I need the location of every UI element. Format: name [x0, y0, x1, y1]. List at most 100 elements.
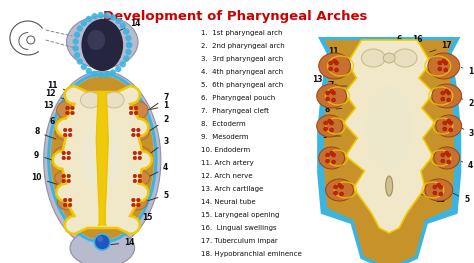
Text: 12: 12	[319, 62, 336, 70]
Text: 5: 5	[453, 193, 469, 205]
Circle shape	[68, 198, 72, 202]
Ellipse shape	[436, 115, 462, 137]
Circle shape	[335, 68, 338, 72]
Ellipse shape	[432, 84, 462, 108]
Circle shape	[137, 198, 140, 202]
Circle shape	[439, 192, 443, 196]
Ellipse shape	[82, 119, 122, 191]
Circle shape	[334, 191, 337, 195]
Ellipse shape	[57, 194, 79, 210]
Circle shape	[433, 185, 437, 189]
Circle shape	[104, 71, 110, 78]
Text: 3.  3rd pharyngeal arch: 3. 3rd pharyngeal arch	[201, 56, 283, 62]
Text: 13. Arch cartilage: 13. Arch cartilage	[201, 186, 263, 192]
Text: 8.  Ectoderm: 8. Ectoderm	[201, 121, 245, 127]
Ellipse shape	[125, 146, 151, 164]
Text: 18: 18	[332, 185, 359, 195]
Circle shape	[442, 59, 446, 63]
Text: 10: 10	[322, 159, 343, 169]
Circle shape	[335, 61, 338, 65]
Text: 6: 6	[50, 118, 82, 128]
Circle shape	[433, 191, 437, 195]
Ellipse shape	[393, 49, 417, 67]
Circle shape	[326, 91, 329, 95]
Circle shape	[109, 69, 116, 76]
Circle shape	[98, 12, 104, 18]
Circle shape	[328, 61, 333, 65]
Text: 8: 8	[34, 128, 56, 139]
Text: 4.  4th pharyngeal arch: 4. 4th pharyngeal arch	[201, 69, 283, 75]
Circle shape	[332, 160, 336, 164]
Circle shape	[133, 179, 137, 183]
Ellipse shape	[123, 123, 149, 141]
Circle shape	[64, 128, 67, 132]
Circle shape	[133, 174, 137, 178]
Ellipse shape	[55, 123, 81, 141]
Circle shape	[125, 35, 131, 41]
Text: 2: 2	[150, 115, 168, 130]
Text: 17. Tuberculum impar: 17. Tuberculum impar	[201, 238, 277, 244]
Text: 4: 4	[461, 161, 473, 170]
Text: 11. Arch artery: 11. Arch artery	[201, 160, 253, 166]
Circle shape	[138, 151, 142, 155]
Circle shape	[328, 67, 333, 71]
Text: 7: 7	[124, 94, 168, 127]
Circle shape	[447, 153, 451, 157]
Circle shape	[68, 133, 72, 137]
Circle shape	[329, 151, 334, 155]
Circle shape	[447, 119, 451, 123]
Circle shape	[339, 185, 344, 189]
Ellipse shape	[120, 100, 148, 120]
Circle shape	[119, 23, 126, 29]
Circle shape	[324, 127, 328, 131]
Text: 5: 5	[146, 190, 168, 201]
Ellipse shape	[82, 19, 123, 71]
Circle shape	[132, 203, 135, 207]
Circle shape	[91, 13, 98, 19]
Circle shape	[81, 20, 87, 26]
Circle shape	[129, 111, 133, 115]
Circle shape	[67, 174, 71, 178]
Circle shape	[66, 106, 69, 110]
Circle shape	[134, 106, 138, 110]
Circle shape	[123, 55, 129, 62]
Circle shape	[443, 127, 447, 131]
Circle shape	[138, 174, 142, 178]
Text: 15: 15	[402, 189, 446, 205]
Text: 16: 16	[400, 36, 422, 47]
Text: 7.  Pharyngeal cleft: 7. Pharyngeal cleft	[201, 108, 269, 114]
Ellipse shape	[87, 30, 105, 50]
Circle shape	[125, 49, 131, 55]
Circle shape	[444, 68, 448, 72]
Circle shape	[126, 42, 132, 48]
Circle shape	[332, 98, 336, 102]
Circle shape	[104, 12, 110, 19]
Circle shape	[441, 153, 445, 157]
Circle shape	[441, 159, 445, 163]
Circle shape	[62, 179, 65, 183]
Ellipse shape	[104, 92, 124, 108]
Text: 2: 2	[461, 98, 473, 109]
Text: 13: 13	[312, 75, 329, 84]
Ellipse shape	[319, 147, 345, 169]
Ellipse shape	[386, 176, 392, 196]
Circle shape	[62, 151, 65, 155]
Text: 1: 1	[151, 102, 168, 110]
Circle shape	[332, 153, 336, 157]
Ellipse shape	[383, 53, 395, 63]
Text: 4: 4	[148, 164, 168, 177]
Circle shape	[326, 97, 329, 101]
Circle shape	[449, 121, 453, 125]
Circle shape	[132, 198, 135, 202]
Circle shape	[441, 97, 445, 101]
Circle shape	[86, 68, 92, 74]
Text: 13: 13	[44, 100, 66, 109]
Text: 11: 11	[47, 80, 75, 94]
Circle shape	[119, 61, 126, 68]
Ellipse shape	[54, 146, 80, 164]
Circle shape	[74, 52, 80, 58]
Circle shape	[86, 16, 92, 22]
Circle shape	[326, 153, 329, 157]
Circle shape	[115, 66, 121, 72]
Circle shape	[64, 198, 67, 202]
